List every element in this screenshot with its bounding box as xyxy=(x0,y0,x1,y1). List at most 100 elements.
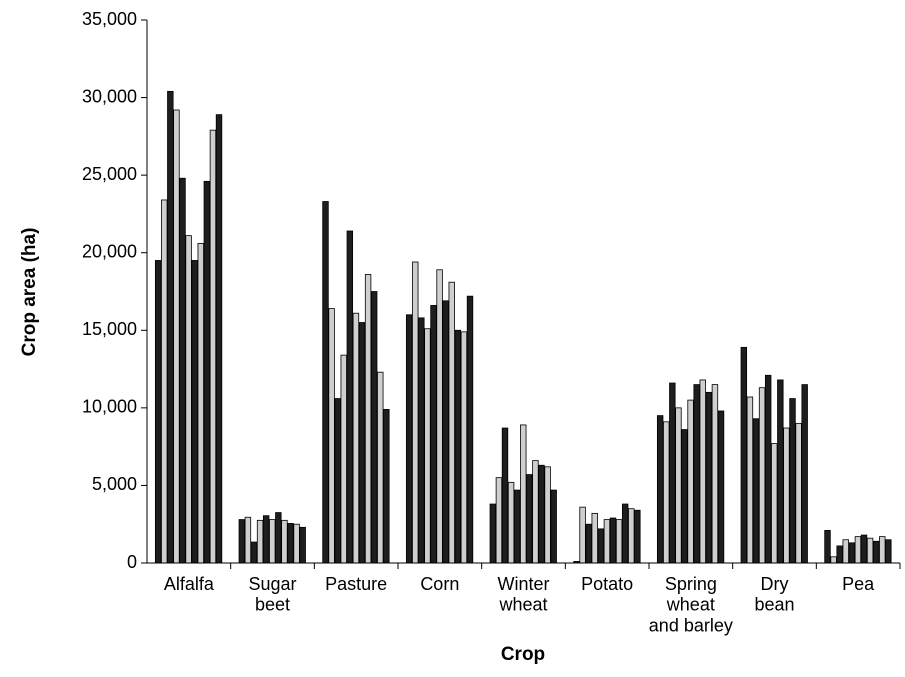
x-tick-label: Pea xyxy=(842,574,875,594)
bar xyxy=(538,464,545,564)
bar xyxy=(848,542,856,564)
bar xyxy=(520,424,527,564)
bar xyxy=(663,421,670,564)
bar xyxy=(705,391,713,564)
bar xyxy=(507,481,515,564)
bar xyxy=(442,300,449,564)
bar xyxy=(281,519,288,564)
bar xyxy=(830,556,837,564)
bar xyxy=(634,509,641,564)
bar xyxy=(215,114,223,564)
bar xyxy=(460,331,468,564)
bar xyxy=(783,427,790,564)
bar xyxy=(795,422,802,564)
bar xyxy=(299,526,306,564)
bar xyxy=(293,523,300,564)
bar xyxy=(801,384,808,564)
bar xyxy=(154,260,162,564)
bar xyxy=(550,489,557,564)
bar xyxy=(597,528,605,564)
bar xyxy=(687,399,694,564)
x-axis-title: Crop xyxy=(501,644,545,665)
bar xyxy=(466,295,474,564)
bar xyxy=(161,199,168,564)
bar xyxy=(789,398,796,564)
bar xyxy=(167,90,174,564)
x-tick-label: Winter wheat xyxy=(497,574,549,615)
bar xyxy=(377,371,384,564)
bar xyxy=(364,274,372,564)
bar xyxy=(764,374,772,564)
bar xyxy=(173,109,180,564)
bar xyxy=(824,530,831,564)
x-tick-label: Alfalfa xyxy=(164,574,215,594)
bar xyxy=(352,312,360,564)
y-tick-label: 25,000 xyxy=(82,164,137,184)
bar xyxy=(544,466,551,564)
bar xyxy=(418,317,425,564)
bar xyxy=(436,269,443,564)
bar xyxy=(405,314,413,564)
x-tick-label: Dry bean xyxy=(754,574,794,615)
y-tick-label: 20,000 xyxy=(82,241,137,261)
bar xyxy=(603,519,611,564)
x-tick-label: Pasture xyxy=(325,574,387,594)
bar xyxy=(185,235,192,564)
y-tick-label: 30,000 xyxy=(82,86,137,106)
bar xyxy=(675,407,682,564)
bar xyxy=(238,519,246,564)
bar xyxy=(203,180,211,564)
bar xyxy=(275,512,282,564)
bar xyxy=(669,382,676,564)
bar xyxy=(256,519,264,564)
bar xyxy=(866,537,874,564)
bar xyxy=(879,536,886,564)
bar xyxy=(209,129,217,564)
bar xyxy=(885,539,892,564)
y-tick-label: 15,000 xyxy=(82,319,137,339)
bar xyxy=(501,427,509,564)
bar xyxy=(717,410,725,564)
bar xyxy=(591,512,598,564)
bar xyxy=(424,328,431,564)
bar xyxy=(383,409,390,564)
bar xyxy=(872,540,880,564)
x-tick-label: Spring wheat and barley xyxy=(649,574,733,635)
bar xyxy=(656,415,664,564)
bar xyxy=(340,354,347,564)
bar xyxy=(334,398,341,564)
bar xyxy=(197,243,204,564)
bar xyxy=(681,429,688,564)
bar xyxy=(370,291,378,564)
bar xyxy=(777,379,784,564)
bar xyxy=(621,503,629,564)
bar xyxy=(513,489,521,564)
bar xyxy=(179,177,186,564)
bar xyxy=(287,523,294,564)
bar xyxy=(860,534,868,564)
bar xyxy=(585,523,592,564)
bar xyxy=(746,396,754,564)
bar xyxy=(842,539,849,564)
bar xyxy=(244,516,252,564)
bar xyxy=(740,346,748,564)
bar xyxy=(495,477,503,564)
x-tick-label: Potato xyxy=(581,574,633,594)
bar xyxy=(854,536,862,564)
bar xyxy=(752,418,760,564)
bar xyxy=(262,515,270,564)
bar xyxy=(615,519,623,564)
y-tick-label: 35,000 xyxy=(82,9,137,29)
bar xyxy=(328,308,335,564)
bar xyxy=(758,387,766,564)
bar xyxy=(526,474,533,564)
bar xyxy=(693,384,700,564)
bar xyxy=(346,230,354,564)
x-tick-label: Corn xyxy=(420,574,459,594)
bar xyxy=(579,506,586,564)
bar xyxy=(454,329,462,564)
bar xyxy=(412,261,419,564)
bar xyxy=(322,201,329,564)
bar xyxy=(269,519,276,564)
bar xyxy=(250,541,258,564)
